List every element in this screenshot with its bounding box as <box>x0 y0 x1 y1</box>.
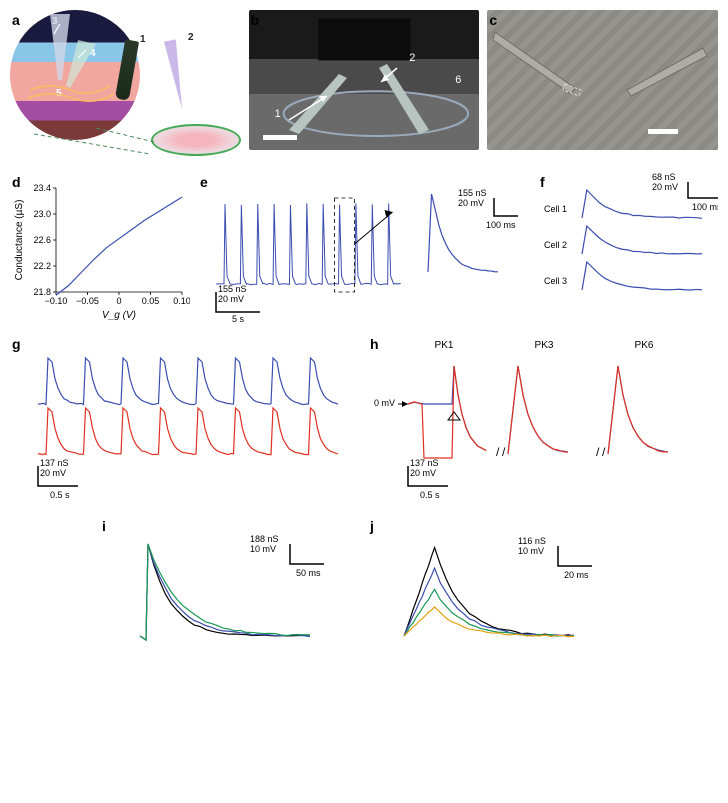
panel-f: f Cell 1 Cell 2 Cell 3 68 nS20 mV 100 ms <box>538 172 718 322</box>
panel-d-label: d <box>12 174 21 190</box>
panel-f-traces: Cell 1 Cell 2 Cell 3 68 nS20 mV 100 ms <box>538 172 718 322</box>
photo-overlay-b <box>249 10 480 150</box>
panel-d-chart: 21.822.222.623.023.4−0.10−0.0500.050.10V… <box>10 172 190 322</box>
panel-a: a 3 4 5 1 2 <box>10 10 241 160</box>
svg-text:68 nS: 68 nS <box>652 172 676 182</box>
svg-text:188 nS: 188 nS <box>250 534 279 544</box>
panel-i-label: i <box>102 518 106 534</box>
panel-j-label: j <box>370 518 374 534</box>
svg-text:23.4: 23.4 <box>33 183 51 193</box>
annot-b1: 1 <box>275 108 281 120</box>
panel-h-trace: PK1//PK3//PK60 mV137 nS20 mV0.5 s <box>368 334 718 504</box>
svg-text:5 s: 5 s <box>232 314 245 322</box>
svg-text:20 mV: 20 mV <box>458 198 484 208</box>
svg-text:/: / <box>502 445 506 459</box>
svg-text:/: / <box>496 445 500 459</box>
svg-text:0 mV: 0 mV <box>374 398 395 408</box>
panel-e-label: e <box>200 174 208 190</box>
panel-h-label: h <box>370 336 379 352</box>
panel-f-label: f <box>540 174 545 190</box>
svg-text:155 nS: 155 nS <box>458 188 487 198</box>
annot-1: 1 <box>140 34 146 45</box>
svg-text:Cell 1: Cell 1 <box>544 204 567 214</box>
svg-text:20 mV: 20 mV <box>410 468 436 478</box>
svg-text:100 ms: 100 ms <box>486 220 516 230</box>
panel-g-label: g <box>12 336 21 352</box>
svg-text:0: 0 <box>116 296 121 306</box>
svg-text:PK6: PK6 <box>635 340 654 351</box>
svg-text:0.5 s: 0.5 s <box>420 490 440 500</box>
panel-g-trace: 137 nS20 mV 0.5 s <box>10 334 360 504</box>
svg-text:Cell 2: Cell 2 <box>544 240 567 250</box>
svg-text:0.05: 0.05 <box>142 296 160 306</box>
panel-c: c <box>487 10 718 160</box>
svg-text:20 mV: 20 mV <box>218 294 244 304</box>
annot-2: 2 <box>188 32 194 43</box>
culture-dish <box>151 124 241 156</box>
panel-b-label: b <box>251 12 260 28</box>
svg-text:20 mV: 20 mV <box>40 468 66 478</box>
annot-b2: 2 <box>409 52 415 64</box>
svg-text:−0.05: −0.05 <box>76 296 99 306</box>
photo-overlay-c <box>487 10 718 150</box>
svg-text:/: / <box>596 445 600 459</box>
svg-text:−0.10: −0.10 <box>45 296 68 306</box>
panel-c-micrograph <box>487 10 718 150</box>
svg-text:PK3: PK3 <box>535 340 554 351</box>
panel-h: h PK1//PK3//PK60 mV137 nS20 mV0.5 s <box>368 334 718 504</box>
panel-a-label: a <box>12 12 20 28</box>
panel-e-trace: 155 nS20 mV5 s155 nS20 mV100 ms <box>198 172 518 322</box>
svg-text:0.10: 0.10 <box>173 296 190 306</box>
svg-text:10 mV: 10 mV <box>518 546 544 556</box>
panel-d: d 21.822.222.623.023.4−0.10−0.0500.050.1… <box>10 172 190 322</box>
svg-text:155 nS: 155 nS <box>218 284 247 294</box>
svg-text:22.2: 22.2 <box>33 261 51 271</box>
panel-j-trace: 116 nS10 mV 20 ms <box>368 516 628 666</box>
svg-text:137 nS: 137 nS <box>410 458 439 468</box>
svg-text:V_g (V): V_g (V) <box>102 310 136 321</box>
svg-text:10 mV: 10 mV <box>250 544 276 554</box>
pipette <box>164 39 188 110</box>
svg-text:116 nS: 116 nS <box>518 536 546 546</box>
svg-text:PK1: PK1 <box>435 340 454 351</box>
scalebar-b <box>263 135 297 140</box>
annot-b6: 6 <box>455 74 461 86</box>
svg-text:Cell 3: Cell 3 <box>544 276 567 286</box>
svg-text:22.6: 22.6 <box>33 235 51 245</box>
panel-i-trace: 188 nS10 mV 50 ms <box>100 516 360 666</box>
svg-text:23.0: 23.0 <box>33 209 51 219</box>
panel-a-diagram: 3 4 5 1 2 <box>10 10 241 160</box>
panel-j: j 116 nS10 mV 20 ms <box>368 516 628 666</box>
svg-text:50 ms: 50 ms <box>296 568 321 578</box>
panel-c-label: c <box>489 12 497 28</box>
panel-e: e 155 nS20 mV5 s155 nS20 mV100 ms <box>198 172 530 322</box>
figure: a 3 4 5 1 2 <box>10 10 718 666</box>
svg-text:137 nS: 137 nS <box>40 458 69 468</box>
svg-text:20 ms: 20 ms <box>564 570 589 580</box>
svg-text:/: / <box>602 445 606 459</box>
panel-g: g 137 nS20 mV 0.5 s <box>10 334 360 504</box>
svg-text:0.5 s: 0.5 s <box>50 490 70 500</box>
svg-text:100 ms: 100 ms <box>692 202 718 212</box>
panel-b-photo: 1 2 6 <box>249 10 480 150</box>
svg-text:20 mV: 20 mV <box>652 182 678 192</box>
scalebar-c <box>648 129 678 134</box>
svg-text:Conductance (µS): Conductance (µS) <box>14 200 25 281</box>
panel-b: b 1 2 6 <box>249 10 480 160</box>
panel-i: i 188 nS10 mV 50 ms <box>100 516 360 666</box>
